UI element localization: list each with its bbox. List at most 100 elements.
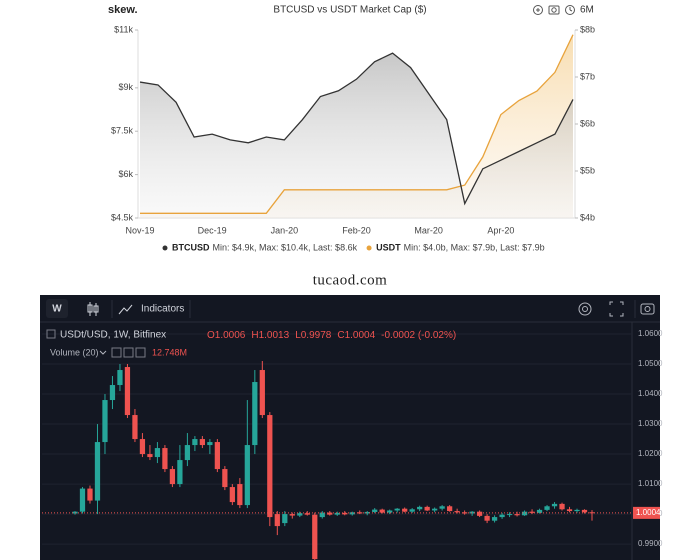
candle-body — [327, 512, 333, 515]
candle-body — [229, 487, 235, 503]
candle-body — [102, 400, 108, 443]
snapshot-button[interactable] — [640, 303, 655, 315]
indicators-button[interactable]: Indicators — [141, 304, 184, 315]
volume-remove[interactable] — [135, 347, 146, 358]
y-tick-label: 1.0100 — [638, 479, 663, 488]
candle-body — [529, 511, 535, 513]
toolbar-icons[interactable] — [533, 5, 575, 15]
candle-body — [87, 488, 93, 501]
volume-value: 12.748M — [152, 347, 187, 357]
candle-body — [94, 442, 101, 501]
collapse-icon[interactable] — [46, 329, 56, 339]
candle-body — [559, 503, 565, 510]
candle-body — [237, 484, 243, 506]
brand: skew. — [108, 4, 138, 16]
y-tick-label: 1.0300 — [638, 419, 663, 428]
settings-button[interactable] — [578, 302, 592, 316]
candle-body — [222, 469, 228, 488]
candle-body — [282, 514, 288, 524]
candle-body — [192, 439, 198, 446]
candle-body — [274, 514, 280, 527]
candle-body — [447, 506, 453, 512]
bottom-chart: 0.99001.00001.01001.02001.03001.04001.05… — [42, 329, 663, 560]
candle-body — [124, 367, 131, 416]
candle-body — [139, 439, 146, 455]
candle-body — [319, 512, 325, 518]
candle-body — [566, 509, 573, 512]
candle-body — [462, 512, 468, 514]
range-button[interactable]: 6M — [580, 5, 594, 16]
ohlc-item: C1.0004 — [337, 330, 375, 341]
chart-type-button[interactable] — [87, 302, 99, 316]
candle-body — [349, 512, 355, 515]
volume-settings[interactable] — [123, 347, 134, 358]
candle-body — [154, 448, 161, 458]
watermark: tucaod.com — [313, 272, 388, 288]
y-tick-label: $11k — [114, 24, 133, 34]
line — [139, 52, 574, 206]
x-tick-label: Feb-20 — [342, 225, 371, 235]
candle-body — [544, 506, 550, 510]
candle-body — [372, 509, 378, 512]
x-tick-label: Nov-19 — [125, 225, 154, 235]
indicators-icon[interactable] — [118, 304, 133, 315]
candle-body — [424, 506, 430, 511]
y-tick-label: 1.0200 — [638, 449, 663, 458]
ohlc-item: H1.0013 — [251, 330, 289, 341]
y2-tick-label: $5b — [580, 165, 595, 175]
legend-summary: Min: $4.9k, Max: $10.4k, Last: $8.6k — [213, 242, 358, 252]
y2-tick-label: $8b — [580, 24, 595, 34]
y-tick-label: 0.9900 — [638, 539, 663, 548]
last-price-label: 1.0004 — [636, 508, 661, 517]
candle-body — [252, 382, 258, 446]
y-tick-label: $4.5k — [111, 212, 134, 222]
candle-body — [214, 442, 220, 470]
candle-body — [207, 442, 213, 446]
volume-menu[interactable] — [99, 350, 107, 355]
area — [140, 53, 573, 219]
legend-header: USDt/USD, 1W, Bitfinex O1.0006 H1.0013 L0.… — [46, 329, 456, 358]
legend-name: BTCUSD — [172, 242, 210, 252]
candle-body — [304, 513, 310, 515]
candle-body — [169, 469, 176, 485]
fullscreen-button[interactable] — [609, 301, 624, 317]
candle-body — [267, 415, 273, 518]
y2-tick-label: $6b — [580, 118, 595, 128]
candle-body — [147, 454, 153, 458]
candle-body — [342, 512, 348, 515]
y-tick-label: 1.0400 — [638, 389, 663, 398]
y-tick-label: $6k — [118, 169, 133, 179]
chart-title: BTCUSD vs USDT Market Cap ($) — [273, 5, 426, 16]
y-tick-label: $9k — [118, 82, 133, 92]
interval-button[interactable] — [46, 299, 68, 318]
legend-marker — [162, 245, 168, 251]
candle-body — [476, 511, 483, 516]
y-tick-label: 1.0600 — [638, 329, 663, 338]
volume-eye[interactable] — [111, 347, 122, 358]
candle-body — [289, 514, 295, 516]
candle-body — [439, 506, 445, 509]
ohlc-item: -0.0002 (-0.02%) — [381, 330, 456, 341]
candle-body — [364, 511, 370, 514]
candle-body — [491, 517, 498, 521]
x-tick-label: Apr-20 — [487, 225, 514, 235]
candle-body — [357, 512, 363, 514]
candle-body — [259, 370, 265, 416]
candle-body — [387, 510, 393, 513]
candle-body — [297, 513, 303, 516]
candle-body — [402, 508, 408, 512]
interval-label[interactable]: W — [52, 304, 62, 315]
candle-body — [484, 515, 490, 521]
y2-tick-label: $7b — [580, 71, 595, 81]
line — [140, 34, 574, 214]
x-tick-label: Mar-20 — [414, 225, 443, 235]
candle-body — [117, 370, 123, 386]
candle-body — [109, 385, 116, 401]
candle-body — [379, 509, 385, 513]
candle-body — [199, 439, 205, 446]
candle-body — [514, 514, 520, 516]
ohlc-values: O1.0006 H1.0013 L0.9978 C1.0004 -0.0002 (-0.… — [207, 330, 456, 341]
x-tick-label: Jan-20 — [271, 225, 299, 235]
candle-body — [417, 506, 423, 510]
